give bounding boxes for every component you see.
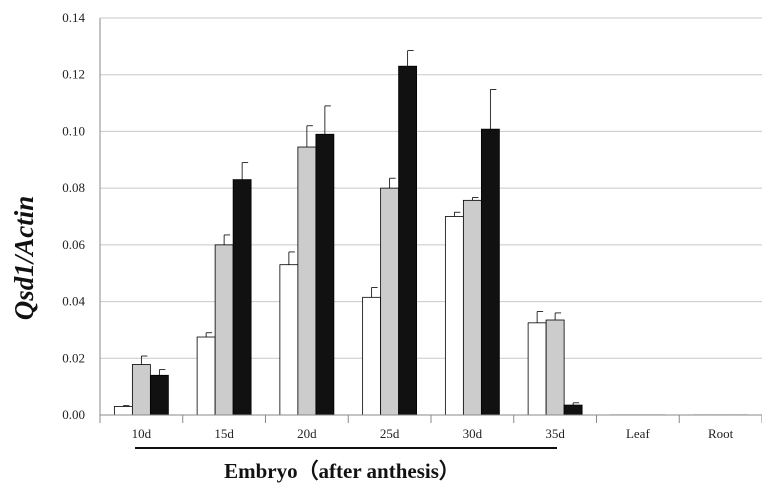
x-tick-label-15d: 15d — [214, 426, 234, 441]
y-tick-label-1: 0.02 — [62, 350, 85, 365]
bar-s3-25d — [398, 65, 418, 416]
bar-s1-15d — [196, 336, 216, 416]
bar-s3-20d — [315, 133, 335, 416]
bar-s2-30d — [462, 199, 482, 416]
x-axis-label: Embryo（after anthesis） — [224, 459, 460, 483]
bar-s1-25d — [362, 296, 382, 416]
x-tick-label-leaf: Leaf — [626, 426, 650, 441]
bars — [113, 50, 748, 416]
bar-s2-15d — [214, 244, 234, 416]
bar-s1-10d — [113, 406, 133, 416]
x-tick-label-10d: 10d — [132, 426, 152, 441]
y-tick-label-0: 0.00 — [62, 407, 85, 422]
bar-s1-30d — [444, 216, 464, 416]
x-tick-label-35d: 35d — [545, 426, 565, 441]
y-tick-label-7: 0.14 — [62, 10, 85, 25]
bar-s3-10d — [149, 374, 169, 416]
bar-s3-35d — [563, 404, 583, 416]
bar-s2-20d — [297, 146, 317, 416]
bar-s3-15d — [232, 179, 252, 416]
y-tick-label-6: 0.12 — [62, 67, 85, 82]
axes: 0.00 0.02 0.04 0.06 0.08 0.10 0.12 0.14 10d 15d 20… — [62, 10, 762, 441]
x-tick-label-25d: 25d — [380, 426, 400, 441]
bar-s2-10d — [131, 364, 151, 416]
x-tick-label-20d: 20d — [297, 426, 317, 441]
bar-s1-35d — [527, 322, 547, 416]
x-tick-label-root: Root — [708, 426, 734, 441]
bar-s2-35d — [545, 319, 565, 416]
y-tick-label-2: 0.04 — [62, 294, 85, 309]
bar-s2-25d — [380, 187, 400, 416]
y-axis-label: Qsd1/Actin — [9, 196, 39, 321]
grid-lines — [100, 17, 762, 359]
y-tick-label-5: 0.10 — [62, 123, 85, 138]
y-tick-label-3: 0.06 — [62, 237, 85, 252]
y-tick-label-4: 0.08 — [62, 180, 85, 195]
x-tick-label-30d: 30d — [463, 426, 483, 441]
bar-s3-30d — [480, 128, 500, 416]
bar-s1-20d — [279, 264, 299, 416]
